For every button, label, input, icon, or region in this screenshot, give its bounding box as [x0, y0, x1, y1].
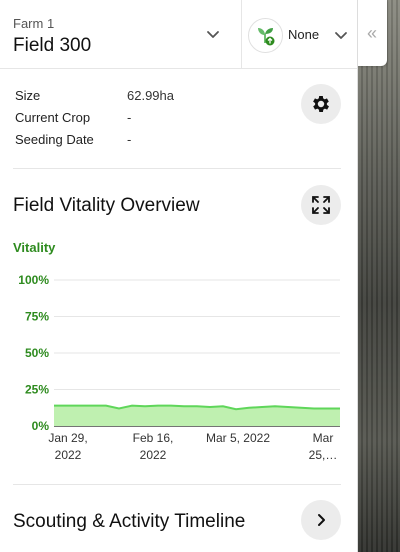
vitality-axis-label: Vitality — [13, 240, 56, 255]
crop-plant-icon — [248, 18, 283, 53]
collapse-panel-button[interactable]: « — [357, 0, 387, 66]
x-tick-label: Mar — [313, 431, 334, 445]
x-tick-label: Jan 29, — [48, 431, 87, 445]
vitality-line — [54, 404, 340, 411]
timeline-section-title: Scouting & Activity Timeline — [13, 511, 246, 532]
double-chevron-left-icon: « — [366, 22, 377, 43]
y-tick-label: 75% — [25, 310, 49, 324]
satellite-map-background — [356, 0, 400, 552]
info-value: - — [127, 110, 132, 125]
x-tick-label: Mar 5, 2022 — [206, 431, 270, 445]
vitality-chart: 100% 75% 50% 25% 0%Jan 29, 2022 Feb 16, 2022 Mar… — [18, 273, 340, 462]
open-timeline-button[interactable] — [301, 500, 341, 540]
x-tick-label: 2022 — [140, 448, 167, 462]
field-select-chevron-down-icon[interactable] — [204, 25, 222, 43]
y-tick-label: 25% — [25, 383, 49, 397]
info-key: Current Crop — [15, 110, 91, 125]
expand-chart-button[interactable] — [301, 185, 341, 225]
x-tick-label: Feb 16, — [133, 431, 174, 445]
info-value: - — [127, 132, 132, 147]
x-tick-label: 25,… — [309, 448, 338, 462]
y-tick-label: 100% — [18, 273, 49, 287]
info-key: Size — [15, 88, 41, 103]
field-name: Field 300 — [13, 35, 92, 56]
field-settings-button[interactable] — [301, 84, 341, 124]
field-details-panel: Farm 1 Field 300 None Size 6 — [0, 0, 358, 552]
info-value: 62.99ha — [127, 88, 174, 103]
farm-name: Farm 1 — [13, 16, 55, 31]
vitality-area — [54, 405, 340, 426]
divider — [13, 168, 341, 169]
crop-selector[interactable]: None — [241, 0, 357, 68]
y-tick-label: 0% — [32, 419, 50, 433]
fullscreen-icon — [312, 196, 330, 214]
panel-header: Farm 1 Field 300 None — [0, 0, 357, 69]
crop-selector-value: None — [288, 27, 320, 42]
divider — [13, 484, 341, 485]
gear-icon — [313, 96, 329, 112]
y-tick-label: 50% — [25, 346, 49, 360]
vitality-section-title: Field Vitality Overview — [13, 195, 200, 216]
x-tick-label: 2022 — [55, 448, 82, 462]
info-key: Seeding Date — [15, 132, 94, 147]
crop-chevron-down-icon — [332, 26, 350, 44]
chevron-right-icon — [318, 514, 325, 526]
